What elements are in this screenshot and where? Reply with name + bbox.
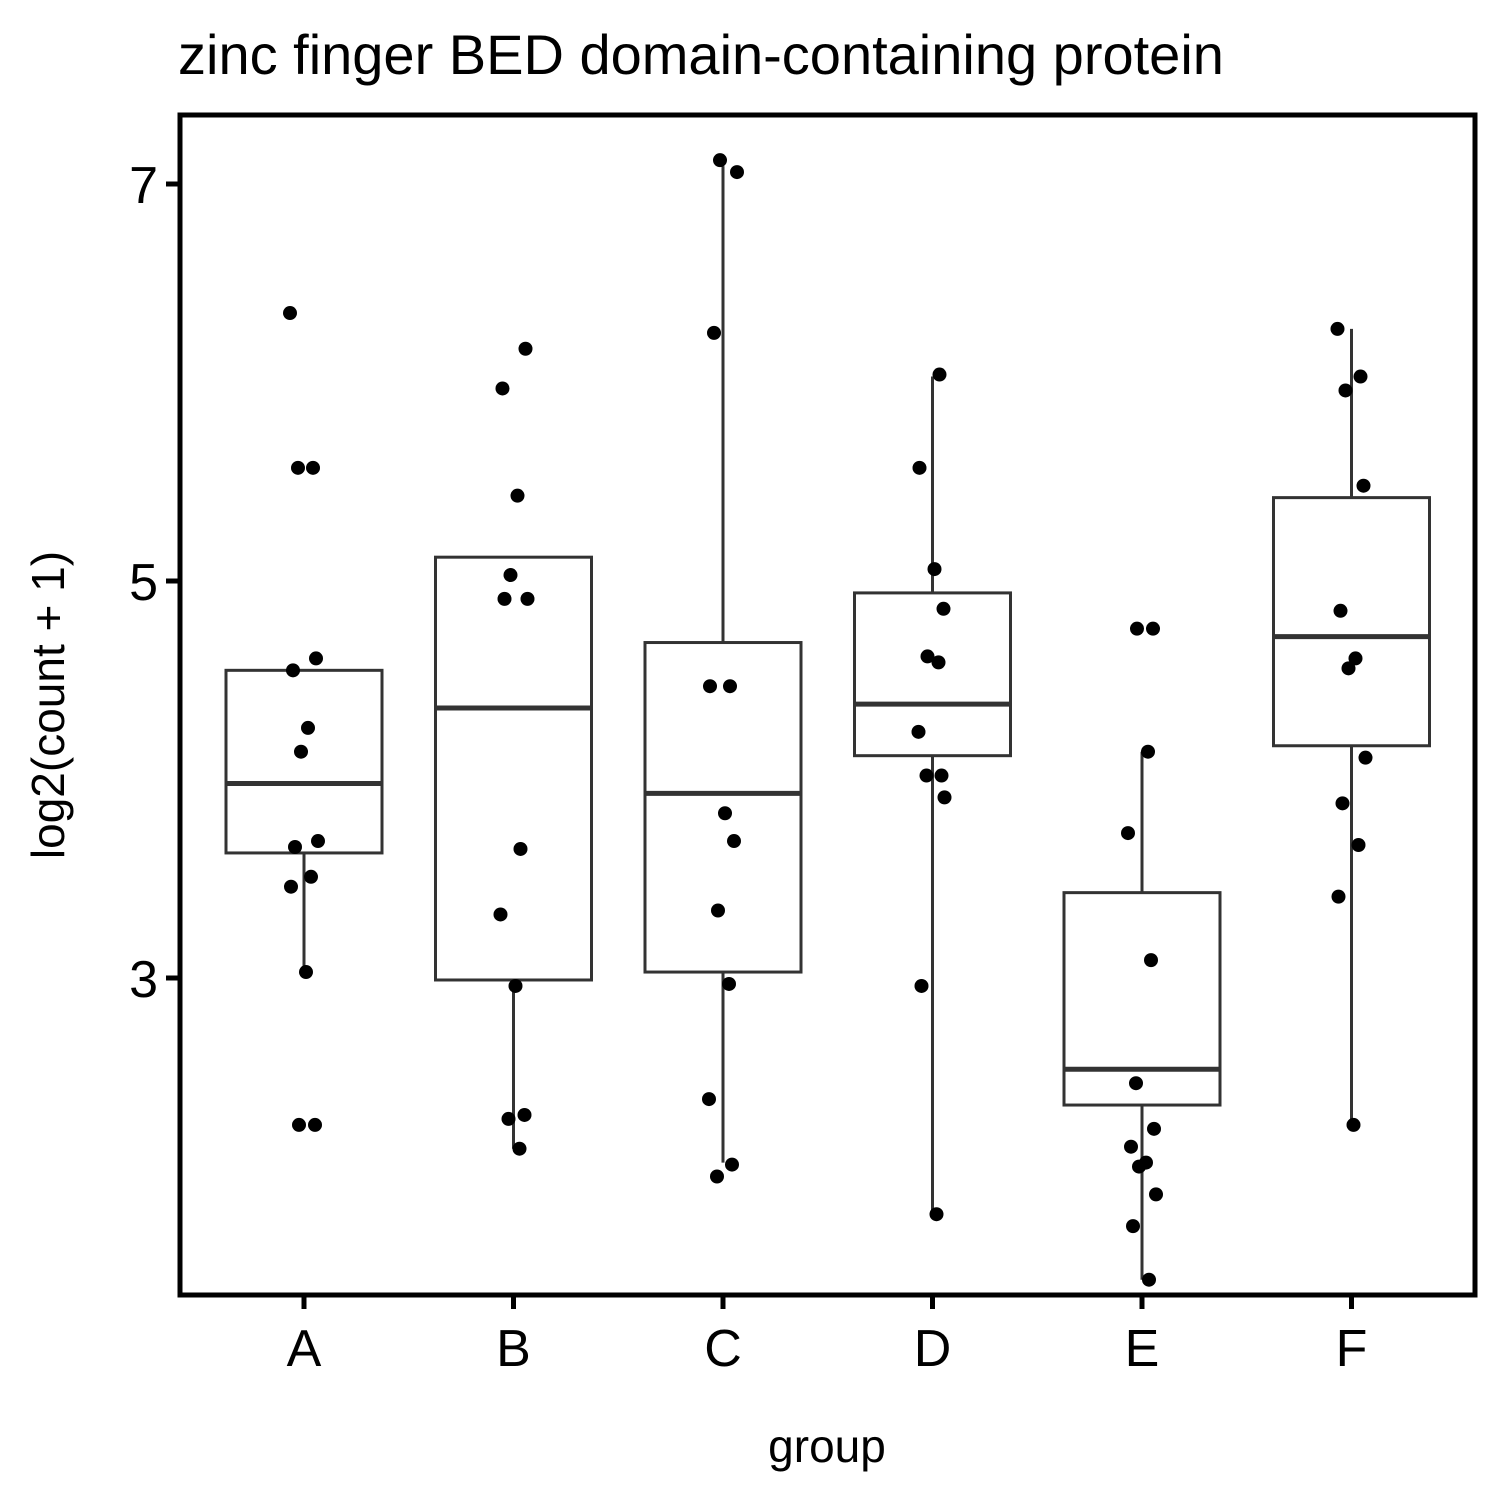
box-c bbox=[643, 641, 803, 974]
data-point-d bbox=[932, 367, 947, 382]
box-d bbox=[853, 591, 1012, 758]
x-tick-label-a: A bbox=[287, 1320, 322, 1378]
y-tick-label-7: 7 bbox=[129, 157, 158, 215]
data-point-f bbox=[1335, 796, 1350, 811]
x-axis-title: group bbox=[768, 1420, 886, 1472]
data-point-f bbox=[1333, 603, 1348, 618]
data-point-f bbox=[1356, 478, 1371, 493]
data-point-f bbox=[1331, 889, 1346, 904]
plot-panel bbox=[177, 112, 1478, 1298]
data-point-a bbox=[294, 744, 308, 759]
data-point-d bbox=[919, 768, 934, 783]
x-tick-label-b: B bbox=[496, 1320, 531, 1378]
data-point-c bbox=[727, 834, 741, 849]
data-point-e bbox=[1130, 621, 1144, 636]
data-point-c bbox=[713, 153, 727, 168]
data-point-a bbox=[301, 720, 315, 735]
data-point-d bbox=[911, 724, 926, 739]
data-point-e bbox=[1121, 826, 1135, 841]
data-point-e bbox=[1141, 744, 1155, 759]
data-point-d bbox=[927, 562, 942, 577]
box-f bbox=[1272, 496, 1431, 748]
data-point-c bbox=[703, 679, 717, 694]
data-point-b bbox=[497, 591, 512, 606]
y-axis-title: log2(count + 1) bbox=[22, 551, 74, 859]
data-point-f bbox=[1346, 1117, 1361, 1132]
x-tick-label-f: F bbox=[1336, 1320, 1368, 1378]
data-point-a bbox=[283, 306, 297, 321]
data-point-d bbox=[931, 655, 946, 670]
data-point-a bbox=[291, 460, 305, 475]
data-point-e bbox=[1129, 1076, 1143, 1091]
data-point-b bbox=[495, 381, 510, 396]
data-point-b bbox=[520, 591, 535, 606]
data-point-a bbox=[304, 869, 318, 884]
data-point-d bbox=[912, 460, 927, 475]
data-point-b bbox=[513, 841, 528, 856]
data-point-b bbox=[503, 568, 518, 583]
data-point-f bbox=[1341, 661, 1356, 676]
data-point-d bbox=[914, 978, 929, 993]
y-tick-label-5: 5 bbox=[129, 554, 158, 612]
chart-title: zinc finger BED domain-containing protei… bbox=[178, 23, 1224, 86]
data-point-c bbox=[711, 903, 725, 918]
data-point-e bbox=[1124, 1139, 1138, 1154]
data-point-b bbox=[501, 1111, 516, 1126]
x-tick-label-d: D bbox=[914, 1320, 952, 1378]
data-point-b bbox=[508, 978, 523, 993]
data-point-d bbox=[937, 790, 952, 805]
data-point-f bbox=[1351, 838, 1366, 853]
box-a bbox=[224, 668, 384, 855]
y-axis: 3 5 7 bbox=[129, 157, 180, 1009]
data-point-a bbox=[299, 965, 313, 980]
data-point-d bbox=[920, 649, 935, 664]
data-point-a bbox=[311, 834, 325, 849]
data-point-b bbox=[518, 341, 533, 356]
data-point-f bbox=[1348, 651, 1363, 666]
data-point-c bbox=[723, 679, 737, 694]
data-point-a bbox=[308, 1117, 322, 1132]
data-point-e bbox=[1132, 1159, 1146, 1174]
data-point-d bbox=[934, 768, 949, 783]
data-point-e bbox=[1142, 1272, 1156, 1287]
box-e bbox=[1062, 891, 1222, 1107]
data-point-b bbox=[493, 907, 508, 922]
data-point-f bbox=[1358, 750, 1373, 765]
data-point-d bbox=[936, 601, 951, 616]
data-point-e bbox=[1147, 1121, 1161, 1136]
data-point-c bbox=[730, 165, 744, 180]
data-point-b bbox=[512, 1141, 527, 1156]
data-point-e bbox=[1146, 621, 1160, 636]
data-point-c bbox=[702, 1092, 716, 1107]
data-point-e bbox=[1149, 1187, 1163, 1202]
x-tick-label-c: C bbox=[704, 1320, 742, 1378]
data-point-e bbox=[1144, 953, 1158, 968]
plot-marks bbox=[224, 153, 1431, 1287]
data-point-b bbox=[517, 1107, 532, 1122]
x-tick-label-e: E bbox=[1125, 1320, 1160, 1378]
data-point-a bbox=[309, 651, 323, 666]
data-point-a bbox=[292, 1117, 306, 1132]
x-axis: A B C D E F bbox=[287, 1295, 1368, 1378]
data-point-b bbox=[510, 488, 525, 503]
data-point-d bbox=[929, 1207, 944, 1222]
data-point-f bbox=[1330, 321, 1345, 336]
data-point-e bbox=[1126, 1219, 1140, 1234]
data-point-c bbox=[710, 1169, 724, 1184]
data-point-c bbox=[722, 976, 736, 991]
data-point-c bbox=[707, 325, 721, 340]
data-point-f bbox=[1338, 383, 1353, 398]
data-point-a bbox=[288, 839, 302, 854]
data-point-c bbox=[718, 806, 732, 821]
data-point-a bbox=[284, 879, 298, 894]
y-tick-label-3: 3 bbox=[129, 951, 158, 1009]
data-point-a bbox=[306, 460, 320, 475]
data-point-c bbox=[725, 1157, 739, 1172]
data-point-a bbox=[286, 663, 300, 678]
data-point-f bbox=[1353, 369, 1368, 384]
box-b bbox=[434, 555, 593, 982]
